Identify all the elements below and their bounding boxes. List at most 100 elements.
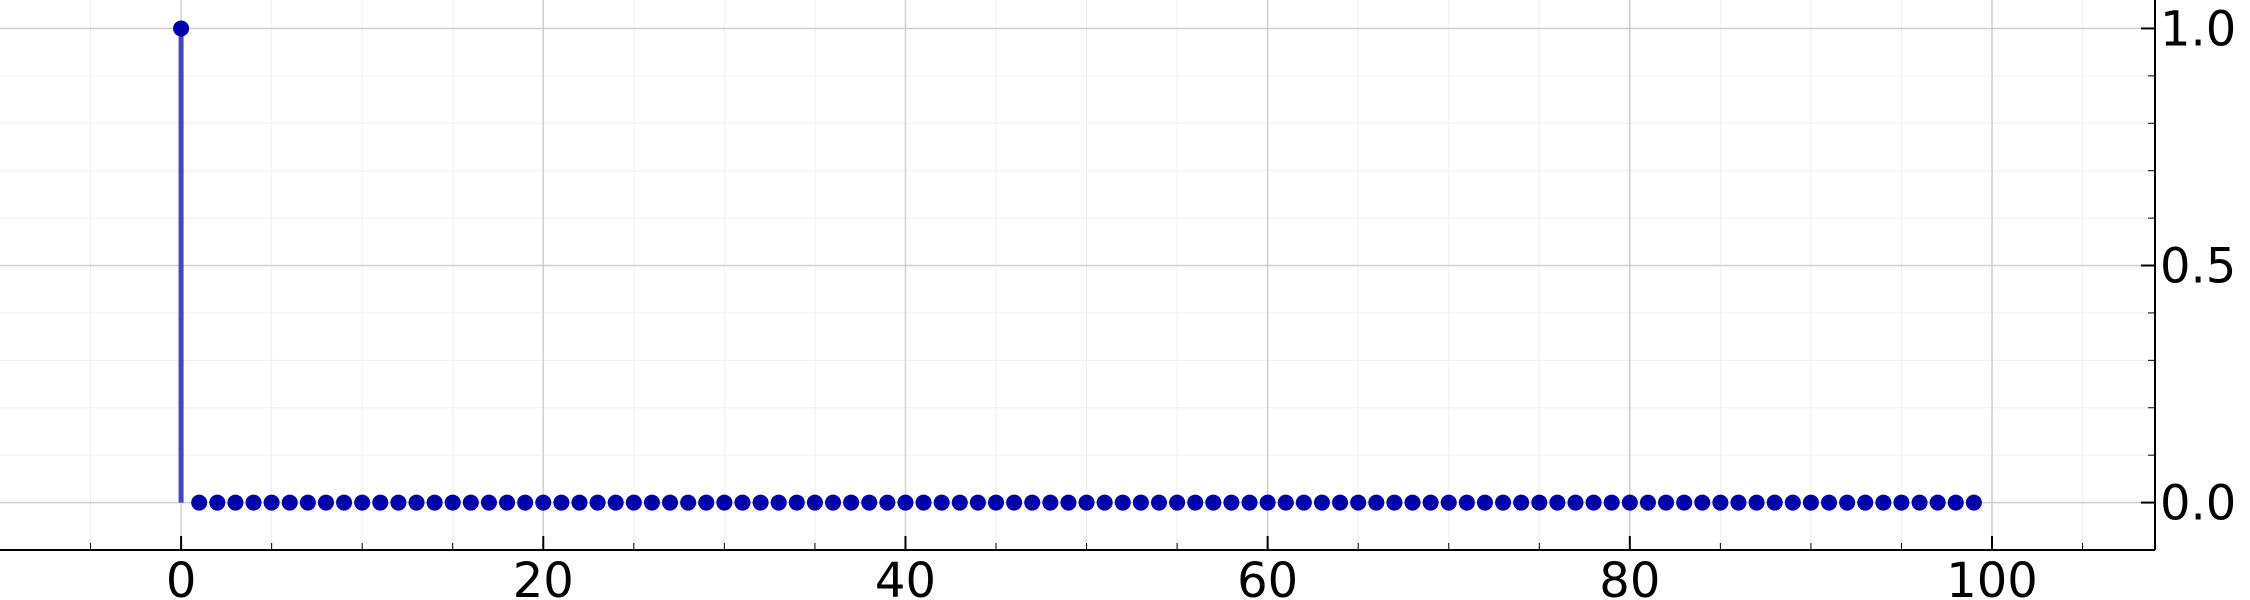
- y-tick-label: 0.0: [2160, 476, 2236, 532]
- data-point: [372, 494, 389, 511]
- data-point: [354, 494, 371, 511]
- data-point: [1730, 494, 1747, 511]
- data-point: [1766, 494, 1783, 511]
- data-point: [1567, 494, 1584, 511]
- data-point: [752, 494, 769, 511]
- data-point: [444, 494, 461, 511]
- data-point: [1748, 494, 1765, 511]
- data-point: [897, 494, 914, 511]
- data-point: [1947, 494, 1964, 511]
- data-point: [263, 494, 280, 511]
- data-point: [1929, 494, 1946, 511]
- data-point: [1639, 494, 1656, 511]
- data-point: [1603, 494, 1620, 511]
- x-tick-label: 60: [1237, 553, 1298, 600]
- data-point: [1132, 494, 1149, 511]
- data-point: [1096, 494, 1113, 511]
- data-point: [1060, 494, 1077, 511]
- data-point: [499, 494, 516, 511]
- data-point: [625, 494, 642, 511]
- x-tick-label: 100: [1946, 553, 2038, 600]
- data-point: [1006, 494, 1023, 511]
- data-point: [861, 494, 878, 511]
- data-point: [227, 494, 244, 511]
- data-point: [988, 494, 1005, 511]
- data-point: [1857, 494, 1874, 511]
- data-point: [1821, 494, 1838, 511]
- data-point: [734, 494, 751, 511]
- data-point: [1440, 494, 1457, 511]
- axes: [0, 0, 2156, 551]
- data-point: [1024, 494, 1041, 511]
- data-point: [1676, 494, 1693, 511]
- data-point: [462, 494, 479, 511]
- data-point: [1658, 494, 1675, 511]
- y-tick-labels: 0.0 0.5 1.0: [2160, 1, 2236, 531]
- data-point: [553, 494, 570, 511]
- data-point: [299, 494, 316, 511]
- data-point: [1893, 494, 1910, 511]
- data-point: [1513, 494, 1530, 511]
- data-point: [1694, 494, 1711, 511]
- data-point: [1386, 494, 1403, 511]
- data-point: [408, 494, 425, 511]
- data-point: [535, 494, 552, 511]
- data-point: [480, 494, 497, 511]
- data-point: [589, 494, 606, 511]
- x-tick-labels: 0 20 40 60 80 100: [166, 553, 2038, 600]
- data-point: [1241, 494, 1258, 511]
- data-point: [426, 494, 443, 511]
- data-point: [951, 494, 968, 511]
- x-tick-label: 40: [875, 553, 936, 600]
- data-point: [336, 494, 353, 511]
- data-point: [643, 494, 660, 511]
- data-point: [317, 494, 334, 511]
- y-tick-label: 0.5: [2160, 239, 2236, 295]
- data-point: [716, 494, 733, 511]
- data-point: [969, 494, 986, 511]
- data-point: [770, 494, 787, 511]
- data-point: [517, 494, 534, 511]
- data-point: [788, 494, 805, 511]
- data-point: [245, 494, 262, 511]
- data-point: [1911, 494, 1928, 511]
- data-point: [1784, 494, 1801, 511]
- data-point: [1350, 494, 1367, 511]
- data-point: [680, 494, 697, 511]
- data-point: [1965, 494, 1982, 511]
- data-point: [173, 20, 190, 37]
- data-point: [662, 494, 679, 511]
- minor-grid: [0, 0, 2155, 551]
- data-point: [1495, 494, 1512, 511]
- data-point: [209, 494, 226, 511]
- data-point: [1277, 494, 1294, 511]
- data-point: [1169, 494, 1186, 511]
- x-tick-label: 20: [513, 553, 574, 600]
- data-point: [1875, 494, 1892, 511]
- data-point: [843, 494, 860, 511]
- data-point: [1042, 494, 1059, 511]
- data-point: [1368, 494, 1385, 511]
- data-point: [1476, 494, 1493, 511]
- data-point: [1114, 494, 1131, 511]
- y-tick-label: 1.0: [2160, 1, 2236, 57]
- data-points: [173, 20, 1982, 511]
- data-point: [281, 494, 298, 511]
- x-tick-label: 80: [1599, 553, 1660, 600]
- data-point: [825, 494, 842, 511]
- data-point: [1712, 494, 1729, 511]
- data-point: [1259, 494, 1276, 511]
- data-point: [1295, 494, 1312, 511]
- data-point: [1839, 494, 1856, 511]
- major-grid: [0, 0, 2155, 550]
- data-point: [571, 494, 588, 511]
- data-point: [1458, 494, 1475, 511]
- data-point: [1802, 494, 1819, 511]
- data-point: [1078, 494, 1095, 511]
- data-point: [1422, 494, 1439, 511]
- x-tick-label: 0: [166, 553, 197, 600]
- data-point: [191, 494, 208, 511]
- data-point: [1332, 494, 1349, 511]
- data-point: [698, 494, 715, 511]
